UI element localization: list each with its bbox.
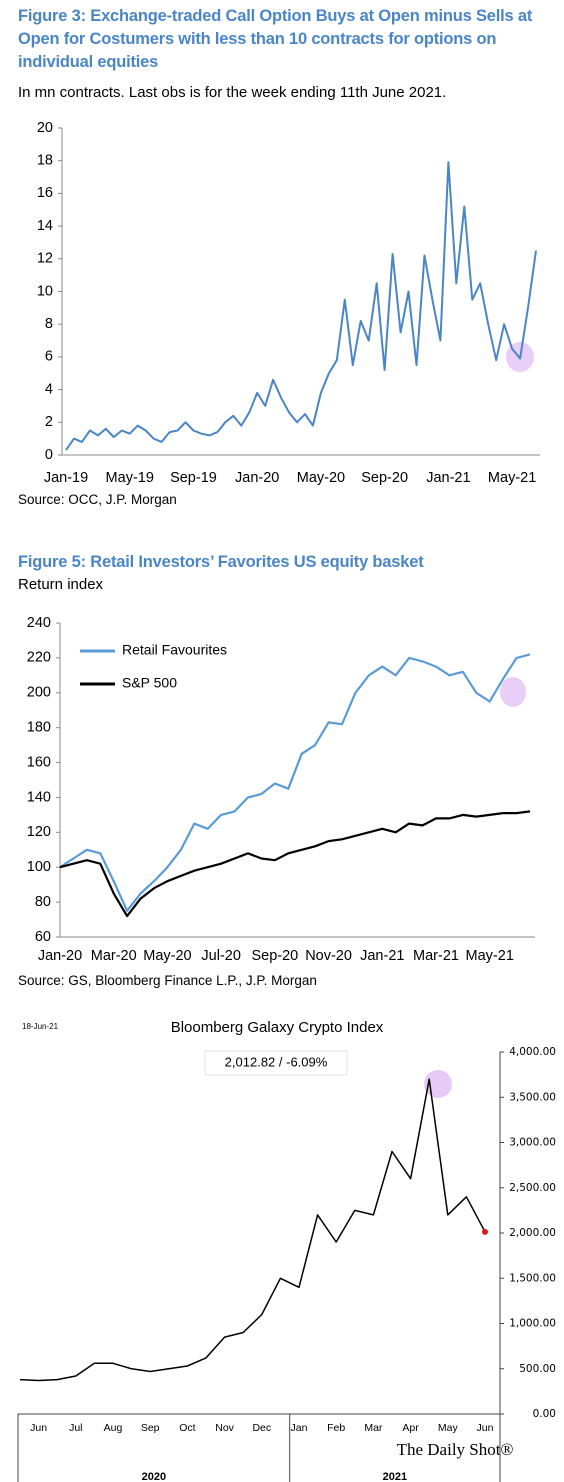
y-tick-label: 18 — [37, 153, 53, 169]
y-tick-label: 20 — [37, 120, 53, 136]
y-tick-label: 8 — [45, 316, 53, 332]
x-tick-label: Jan-21 — [426, 470, 470, 486]
y-tick-label: 160 — [27, 754, 51, 770]
y-tick-label: 0.00 — [533, 1408, 556, 1420]
x-tick-label: Jan-20 — [38, 948, 82, 964]
x-tick-label: Sep-20 — [251, 948, 298, 964]
source-note: Source: GS, Bloomberg Finance L.P., J.P.… — [18, 973, 317, 988]
year-label: 2020 — [142, 1471, 166, 1482]
x-tick-label: Mar-21 — [413, 948, 459, 964]
highlight — [500, 677, 526, 707]
x-tick-label: Jan — [291, 1422, 308, 1434]
y-tick-label: 2,000.00 — [509, 1227, 556, 1239]
end-marker — [482, 1228, 488, 1235]
chart-subtitle: In mn contracts. Last obs is for the wee… — [18, 84, 447, 101]
year-label: 2021 — [383, 1471, 407, 1482]
x-tick-label: Aug — [104, 1422, 123, 1434]
y-tick-label: 3,000.00 — [509, 1137, 556, 1149]
x-tick-label: May-19 — [106, 470, 154, 486]
y-tick-label: 4 — [45, 381, 53, 397]
annotation-box — [204, 1050, 348, 1076]
y-tick-label: 200 — [27, 685, 51, 701]
y-tick-label: 12 — [37, 251, 53, 267]
y-tick-label: 16 — [37, 185, 53, 201]
y-tick-label: 500.00 — [519, 1363, 556, 1375]
y-tick-label: 10 — [37, 283, 53, 299]
series-line — [59, 810, 531, 918]
y-tick-label: 0 — [45, 447, 53, 463]
y-tick-label: 100 — [27, 859, 51, 875]
x-tick-label: Jun — [30, 1422, 47, 1434]
x-tick-label: Mar — [364, 1422, 383, 1434]
x-tick-label: Dec — [252, 1422, 271, 1434]
y-tick-label: 2 — [45, 414, 53, 430]
x-tick-label: Jun — [477, 1422, 494, 1434]
watermark: The Daily Shot® — [397, 1440, 514, 1459]
y-tick-label: 180 — [27, 719, 51, 735]
x-tick-label: Mar-20 — [91, 948, 137, 964]
series-line — [19, 1078, 486, 1382]
y-tick-label: 2,500.00 — [509, 1182, 556, 1194]
date-label: 18-Jun-21 — [22, 1022, 59, 1031]
x-tick-label: May-20 — [297, 470, 345, 486]
y-tick-label: 140 — [27, 789, 51, 805]
x-tick-label: Jan-21 — [360, 948, 404, 964]
x-tick-label: Sep-20 — [361, 470, 408, 486]
x-tick-label: Sep — [141, 1422, 160, 1434]
y-tick-label: 240 — [27, 615, 51, 631]
chart-title: Figure 3: Exchange-traded Call Option Bu… — [18, 7, 533, 71]
x-tick-label: May-21 — [466, 948, 514, 964]
y-tick-label: 4,000.00 — [509, 1046, 556, 1058]
chart-subtitle: Return index — [18, 576, 104, 593]
legend-label: S&P 500 — [122, 675, 177, 691]
x-tick-label: Jul-20 — [201, 948, 241, 964]
y-tick-label: 120 — [27, 824, 51, 840]
x-tick-label: Apr — [402, 1422, 419, 1434]
y-tick-label: 1,500.00 — [509, 1272, 556, 1284]
x-tick-label: May-20 — [143, 948, 191, 964]
x-tick-label: May — [438, 1422, 459, 1434]
x-tick-label: Oct — [179, 1422, 195, 1434]
source-note: Source: OCC, J.P. Morgan — [18, 492, 177, 507]
x-tick-label: Sep-19 — [170, 470, 217, 486]
annotation: 2,012.82 / -6.09% — [225, 1054, 328, 1069]
y-tick-label: 1,000.00 — [509, 1318, 556, 1330]
chart-title: Bloomberg Galaxy Crypto Index — [171, 1019, 384, 1036]
x-tick-label: Jan-20 — [235, 470, 279, 486]
y-tick-label: 6 — [45, 349, 53, 365]
chart-title: Figure 5: Retail Investors’ Favorites US… — [18, 553, 424, 571]
y-tick-label: 220 — [27, 650, 51, 666]
legend-label: Retail Favourites — [122, 642, 227, 658]
y-tick-label: 14 — [37, 218, 53, 234]
x-tick-label: Nov-20 — [305, 948, 352, 964]
x-tick-label: Feb — [327, 1422, 345, 1434]
y-tick-label: 80 — [35, 894, 51, 910]
x-tick-label: May-21 — [488, 470, 536, 486]
x-tick-label: Jan-19 — [44, 470, 88, 486]
y-tick-label: 3,500.00 — [509, 1091, 556, 1103]
x-tick-label: Nov — [215, 1422, 234, 1434]
y-tick-label: 60 — [35, 929, 51, 945]
x-tick-label: Jul — [69, 1422, 82, 1434]
series-line — [59, 653, 531, 912]
series-line — [65, 161, 537, 451]
